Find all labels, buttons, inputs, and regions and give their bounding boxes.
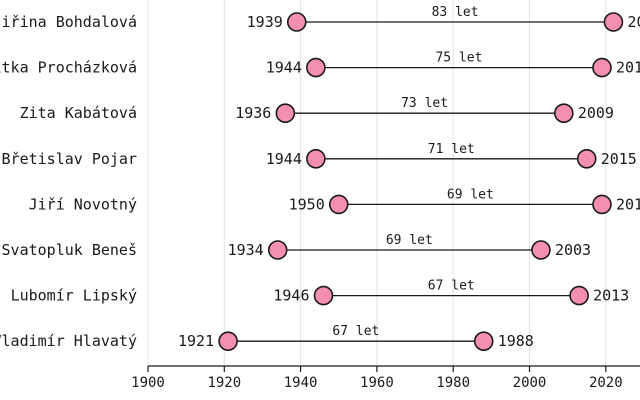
duration-label: 83 let [432, 5, 479, 20]
end-dot [592, 57, 612, 78]
start-year-label: 1944 [266, 150, 302, 168]
row: Jiřina Bohdalová 83 let 1939 2022 [0, 5, 640, 32]
start-dot [267, 240, 288, 260]
grid-layer [147, 0, 607, 366]
row-name-label: Jiří Novotný [29, 195, 137, 213]
row: Břetislav Pojar 71 let 1944 2015 [2, 142, 637, 169]
x-tick-label: 2000 [513, 375, 547, 391]
start-dot [328, 194, 349, 215]
duration-label: 73 let [401, 96, 448, 111]
x-tick-label: 1900 [131, 375, 165, 391]
row: Lubomír Lipský 67 let 1946 2013 [11, 279, 629, 306]
duration-label: 67 let [428, 279, 475, 294]
end-year-label: 2003 [555, 241, 591, 259]
end-year-label: 2022 [627, 13, 640, 31]
row-name-label: Jitka Procházková [0, 59, 137, 77]
start-dot [286, 12, 307, 32]
duration-label: 69 let [386, 233, 433, 248]
end-dot [531, 240, 551, 260]
duration-label: 69 let [447, 187, 494, 202]
rows-layer: Jiřina Bohdalová 83 let 1939 2022 Jitka Proc… [0, 5, 640, 352]
start-year-label: 1946 [273, 287, 309, 305]
row: Vladimír Hlavatý 67 let 1921 1988 [0, 324, 534, 352]
row-name-label: Břetislav Pojar [2, 150, 137, 168]
end-dot [569, 285, 589, 306]
row: Svatopluk Beneš 69 let 1934 2003 [2, 233, 591, 260]
start-year-label: 1950 [289, 195, 325, 213]
row-name-label: Vladimír Hlavatý [0, 332, 137, 350]
row-name-label: Lubomír Lipský [11, 287, 137, 305]
row-name-label: Zita Kabátová [20, 104, 137, 122]
end-year-label: 2009 [578, 104, 614, 122]
duration-label: 71 let [428, 142, 475, 157]
start-year-label: 1939 [247, 13, 283, 31]
start-year-label: 1944 [266, 59, 302, 77]
start-year-label: 1936 [235, 104, 271, 122]
start-dot [313, 285, 334, 306]
start-dot [306, 149, 326, 169]
x-tick-label: 1980 [436, 375, 470, 391]
duration-label: 67 let [332, 324, 379, 339]
end-dot [592, 194, 612, 215]
start-dot [218, 331, 238, 352]
x-tick-label: 1920 [207, 375, 241, 391]
end-year-label: 1988 [498, 332, 534, 350]
x-tick-label: 1960 [360, 375, 394, 391]
start-year-label: 1934 [228, 241, 264, 259]
row-name-label: Svatopluk Beneš [2, 241, 137, 259]
end-dot [554, 103, 574, 123]
duration-label: 75 let [435, 51, 482, 66]
end-year-label: 2015 [601, 150, 637, 168]
row-name-label: Jiřina Bohdalová [0, 13, 137, 31]
start-year-label: 1921 [178, 332, 214, 350]
end-dot [603, 12, 624, 32]
end-dot [473, 331, 494, 352]
row: Zita Kabátová 73 let 1936 2009 [20, 96, 614, 123]
x-tick-label: 1940 [284, 375, 318, 391]
end-year-label: 2013 [593, 287, 629, 305]
x-axis: 1900 1920 1940 1960 1980 2000 2020 [131, 365, 640, 391]
start-dot [275, 103, 296, 123]
x-tick-label: 2020 [589, 375, 623, 391]
start-dot [306, 57, 326, 78]
end-dot [576, 149, 597, 169]
